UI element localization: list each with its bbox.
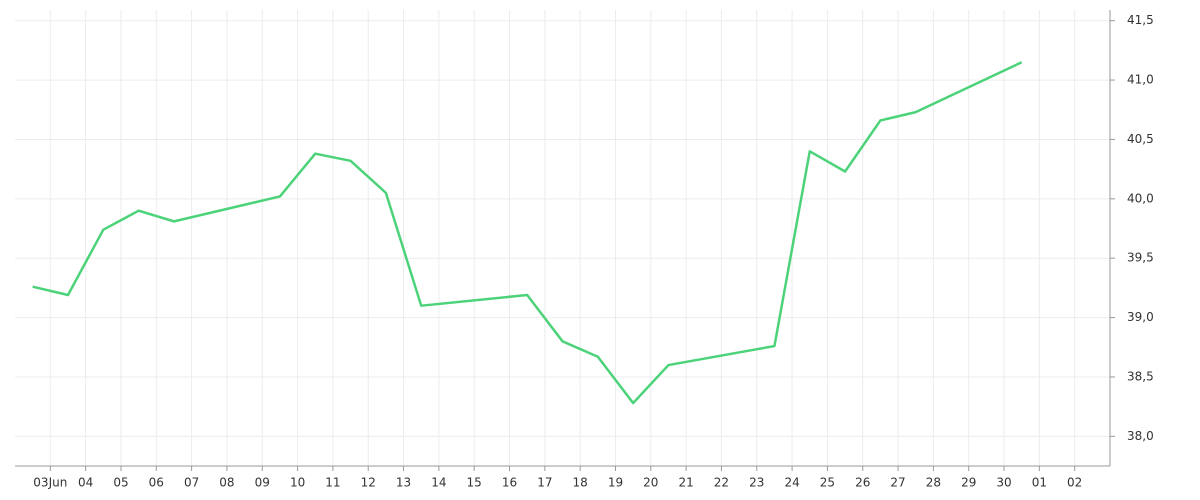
- y-tick-label: 38,5: [1127, 369, 1154, 383]
- y-tick-label: 40,5: [1127, 132, 1154, 146]
- y-tick-label: 39,0: [1127, 310, 1154, 324]
- x-tick-label: 10: [290, 476, 305, 490]
- x-tick-label: 15: [467, 476, 482, 490]
- x-tick-label: 22: [714, 476, 729, 490]
- x-tick-label: 14: [431, 476, 446, 490]
- x-tick-label: 20: [643, 476, 658, 490]
- x-tick-label: 11: [325, 476, 340, 490]
- x-tick-label: 07: [184, 476, 199, 490]
- x-tick-label: 28: [926, 476, 941, 490]
- x-tick-label: 25: [820, 476, 835, 490]
- x-tick-label: 23: [749, 476, 764, 490]
- x-tick-label: 30: [996, 476, 1011, 490]
- x-tick-label: 09: [255, 476, 270, 490]
- x-tick-label: 18: [573, 476, 588, 490]
- x-tick-label: 26: [855, 476, 870, 490]
- y-tick-label: 38,0: [1127, 429, 1154, 443]
- y-tick-label: 41,5: [1127, 13, 1154, 27]
- x-tick-label: 24: [784, 476, 799, 490]
- x-tick-label: 16: [502, 476, 517, 490]
- y-tick-label: 41,0: [1127, 73, 1154, 87]
- x-tick-label: 04: [78, 476, 93, 490]
- x-tick-label: 02: [1067, 476, 1082, 490]
- x-tick-label: 08: [219, 476, 234, 490]
- x-tick-label: 03Jun: [33, 476, 67, 490]
- price-line: [32, 61, 1023, 405]
- x-tick-label: 17: [537, 476, 552, 490]
- x-tick-label: 27: [890, 476, 905, 490]
- x-tick-label: 06: [149, 476, 164, 490]
- x-tick-label: 13: [396, 476, 411, 490]
- x-tick-label: 19: [608, 476, 623, 490]
- y-tick-label: 40,0: [1127, 191, 1154, 205]
- x-tick-label: 29: [961, 476, 976, 490]
- x-tick-label: 21: [678, 476, 693, 490]
- x-tick-label: 05: [113, 476, 128, 490]
- x-tick-label: 01: [1032, 476, 1047, 490]
- x-tick-label: 12: [361, 476, 376, 490]
- y-tick-label: 39,5: [1127, 251, 1154, 265]
